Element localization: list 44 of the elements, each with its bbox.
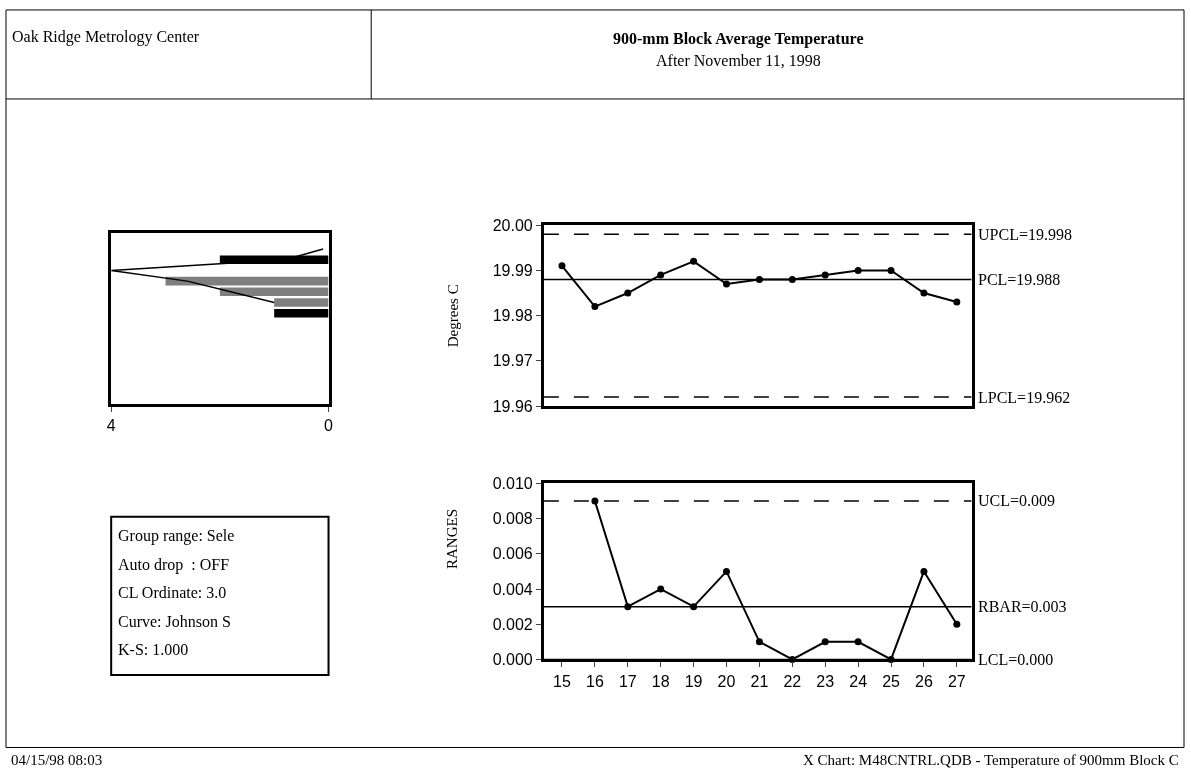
y-tick-label: 0.008 xyxy=(492,510,533,528)
x-tick-label: 24 xyxy=(849,672,868,690)
y-tick-label: 19.98 xyxy=(492,307,533,325)
y-tick-label: 20.00 xyxy=(492,216,533,234)
text: Group range: Sele xyxy=(118,527,235,545)
y-tick-label: 19.96 xyxy=(492,397,533,415)
x-tick-label: 4 xyxy=(106,417,116,435)
y-tick-label: 19.97 xyxy=(492,352,533,370)
chart-title: 900-mm Block Average Temperature xyxy=(613,30,864,48)
y-tick-label: 19.99 xyxy=(492,261,533,279)
y-tick-label: 0.002 xyxy=(492,615,533,633)
x-tick-label: 25 xyxy=(882,672,901,690)
y-tick-label: 0.004 xyxy=(492,580,533,598)
text: Curve: Johnson S xyxy=(118,613,231,630)
x-tick-label: 16 xyxy=(585,672,604,690)
x-tick-label: 0 xyxy=(324,417,334,435)
text: K-S: 1.000 xyxy=(118,641,189,658)
ref-line-label: UPCL=19.998 xyxy=(978,226,1072,243)
text: 04/15/98 08:03 xyxy=(11,752,103,768)
ref-line-label: UCL=0.009 xyxy=(978,492,1056,509)
y-axis-title: RANGES xyxy=(444,508,461,569)
ref-line-label: PCL=19.988 xyxy=(978,271,1061,288)
x-tick-label: 20 xyxy=(717,672,736,690)
x-tick-label: 22 xyxy=(783,672,802,690)
ref-line-label: RBAR=0.003 xyxy=(978,598,1067,615)
y-axis-title: Degrees C xyxy=(444,284,461,348)
x-tick-label: 18 xyxy=(651,672,670,690)
ref-line-label: LPCL=19.962 xyxy=(978,389,1071,406)
text: X Chart: M48CNTRL.QDB - Temperature of 900mm Block C xyxy=(803,752,1179,768)
x-tick-label: 19 xyxy=(684,672,703,690)
chart-subtitle: After November 11, 1998 xyxy=(656,52,821,69)
x-tick-label: 17 xyxy=(618,672,637,690)
text: Oak Ridge Metrology Center xyxy=(12,28,200,46)
x-tick-label: 15 xyxy=(553,672,571,690)
ref-line-label: LCL=0.000 xyxy=(978,651,1054,668)
y-tick-label: 0.006 xyxy=(492,545,533,563)
y-tick-label: 0.010 xyxy=(492,474,533,492)
text: CL Ordinate: 3.0 xyxy=(118,584,227,601)
x-tick-label: 23 xyxy=(816,672,835,690)
y-tick-label: 0.000 xyxy=(492,651,533,669)
text: Auto drop : OFF xyxy=(118,556,230,574)
x-tick-label: 21 xyxy=(750,672,769,690)
x-tick-label: 26 xyxy=(915,672,933,690)
x-tick-label: 27 xyxy=(947,672,966,690)
